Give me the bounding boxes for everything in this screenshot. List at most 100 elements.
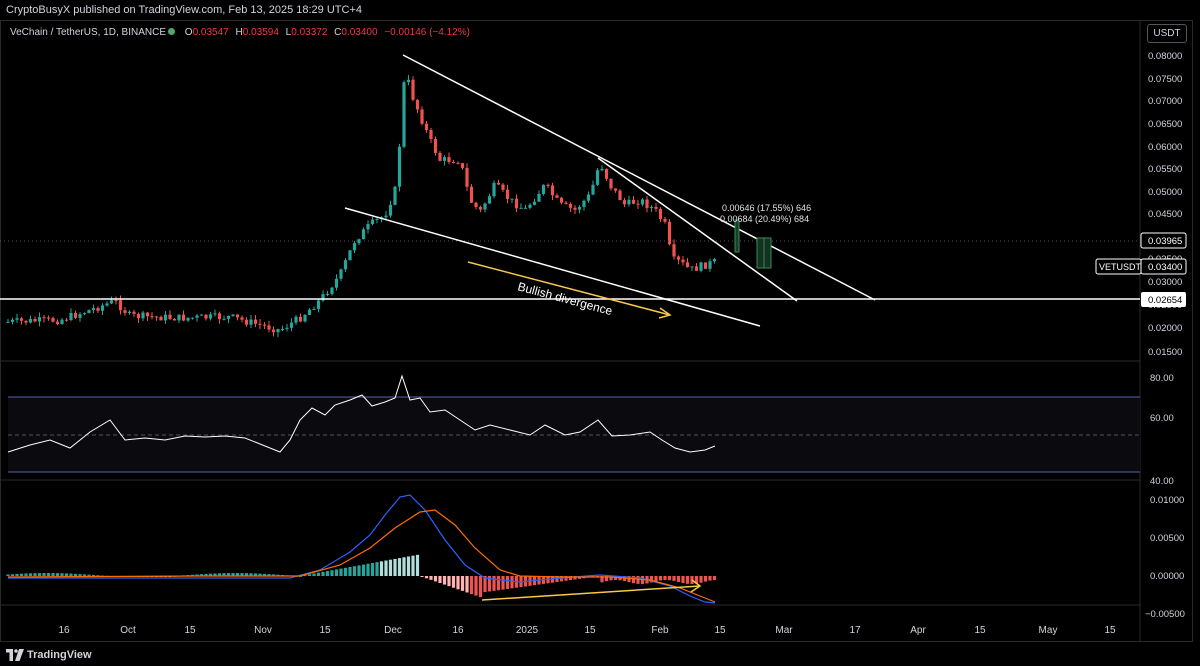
macd-tick-label: 0.01000 xyxy=(1150,495,1184,506)
candle-body xyxy=(631,199,636,204)
macd-histogram-bar xyxy=(420,576,424,577)
time-tick-label: 15 xyxy=(584,625,596,636)
macd-histogram-bar xyxy=(24,573,28,576)
candle-body xyxy=(456,162,460,164)
candle-body xyxy=(582,200,586,207)
time-tick-label: 15 xyxy=(319,625,331,636)
candle-body xyxy=(460,163,465,168)
candle-body xyxy=(442,157,447,161)
candle-body xyxy=(505,189,510,199)
time-tick-label: Dec xyxy=(384,625,402,636)
macd-histogram-bar xyxy=(82,574,87,576)
macd-histogram-bar xyxy=(447,576,451,587)
candle-body xyxy=(307,309,312,315)
low-label: L xyxy=(285,27,292,38)
candle-body xyxy=(649,206,654,208)
wedge-upper-line xyxy=(402,54,876,301)
candle-body xyxy=(681,259,685,263)
macd-histogram-bar xyxy=(609,576,613,581)
candle-body xyxy=(343,260,348,270)
candle-body xyxy=(276,329,280,333)
high-value: 0.03594 xyxy=(242,27,279,38)
support-price-label: 0.02654 xyxy=(1141,292,1186,307)
macd-divergence-line xyxy=(481,585,701,601)
macd-histogram-bar xyxy=(681,576,685,584)
candle-body xyxy=(703,262,708,269)
macd-histogram-bar xyxy=(627,576,631,583)
candle-body xyxy=(451,162,456,164)
macd-histogram-bar xyxy=(19,573,24,576)
macd-histogram-bar xyxy=(222,573,226,576)
macd-histogram-bar xyxy=(339,568,343,576)
target-price-text: 0.03965 xyxy=(1148,236,1182,247)
candle-body xyxy=(613,188,618,191)
candle-body xyxy=(141,312,145,319)
macd-histogram-bar xyxy=(258,573,262,576)
candle-body xyxy=(348,250,352,261)
candle-body xyxy=(280,328,285,330)
macd-histogram-bar xyxy=(672,576,676,581)
candle-body xyxy=(145,312,150,317)
candle-body xyxy=(438,152,442,161)
candle-body xyxy=(289,322,294,328)
candle-body xyxy=(154,316,159,318)
candle-body xyxy=(217,313,222,320)
macd-histogram-bar xyxy=(676,576,681,582)
currency-unit-button[interactable]: USDT xyxy=(1147,24,1187,43)
candle-body xyxy=(564,202,568,204)
time-tick-label: 15 xyxy=(974,625,986,636)
macd-histogram-bar xyxy=(231,573,235,576)
macd-histogram-bar xyxy=(267,574,271,576)
rsi-tick-label: 40.00 xyxy=(1150,476,1174,487)
candle-body xyxy=(60,319,64,324)
macd-histogram-bar xyxy=(465,576,469,593)
measure-label-2: 0.00684 (20.49%) 684 xyxy=(720,214,809,224)
candle-body xyxy=(361,229,366,240)
target-price-label: 0.03965 xyxy=(1140,232,1187,249)
macd-histogram-bar xyxy=(357,565,361,576)
candle-body xyxy=(208,314,213,319)
footer-bar: TradingView xyxy=(0,644,1200,666)
candle-body xyxy=(114,300,118,302)
candle-body xyxy=(298,316,303,322)
candle-body xyxy=(352,243,357,251)
candle-body xyxy=(658,208,663,219)
macd-histogram-bar xyxy=(96,575,100,577)
candle-body xyxy=(532,201,537,205)
time-tick-label: 17 xyxy=(849,625,861,636)
macd-histogram-bar xyxy=(87,574,91,576)
candle-body xyxy=(586,194,591,201)
macd-histogram-bar xyxy=(244,573,249,576)
published-line: CryptoBusyX published on TradingView.com… xyxy=(6,4,362,16)
candle-body xyxy=(591,184,595,195)
candle-body xyxy=(204,314,208,319)
footer-brand: TradingView xyxy=(27,649,92,661)
time-tick-label: 15 xyxy=(714,625,726,636)
candle-body xyxy=(384,215,388,218)
candle-body xyxy=(465,167,469,187)
candle-body xyxy=(271,329,276,333)
macd-histogram-bar xyxy=(325,571,330,576)
macd-histogram-bar xyxy=(334,569,339,576)
macd-histogram-bar xyxy=(303,575,307,577)
candle-body xyxy=(96,308,100,311)
candle-body xyxy=(150,316,154,318)
candle-body xyxy=(595,170,600,185)
macd-histogram-bar xyxy=(91,574,96,576)
candle-body xyxy=(550,185,555,196)
macd-histogram-bar xyxy=(568,576,573,581)
candle-body xyxy=(420,109,424,124)
rsi-tick-label: 60.00 xyxy=(1150,413,1174,424)
inner-trend-line xyxy=(597,157,798,302)
candle-body xyxy=(618,190,622,201)
candle-body xyxy=(483,203,487,210)
candle-body xyxy=(73,312,78,318)
macd-histogram-bar xyxy=(195,574,199,576)
symbol-legend: VeChain / TetherUS, 1D, BINANCE O0.03547… xyxy=(10,27,470,38)
time-tick-label: 15 xyxy=(1104,625,1116,636)
symbol-label-text: VETUSDT xyxy=(1099,262,1142,272)
macd-histogram-bar xyxy=(402,557,406,576)
macd-histogram-bar xyxy=(564,576,568,581)
price-tick-label: 0.01500 xyxy=(1148,347,1182,358)
